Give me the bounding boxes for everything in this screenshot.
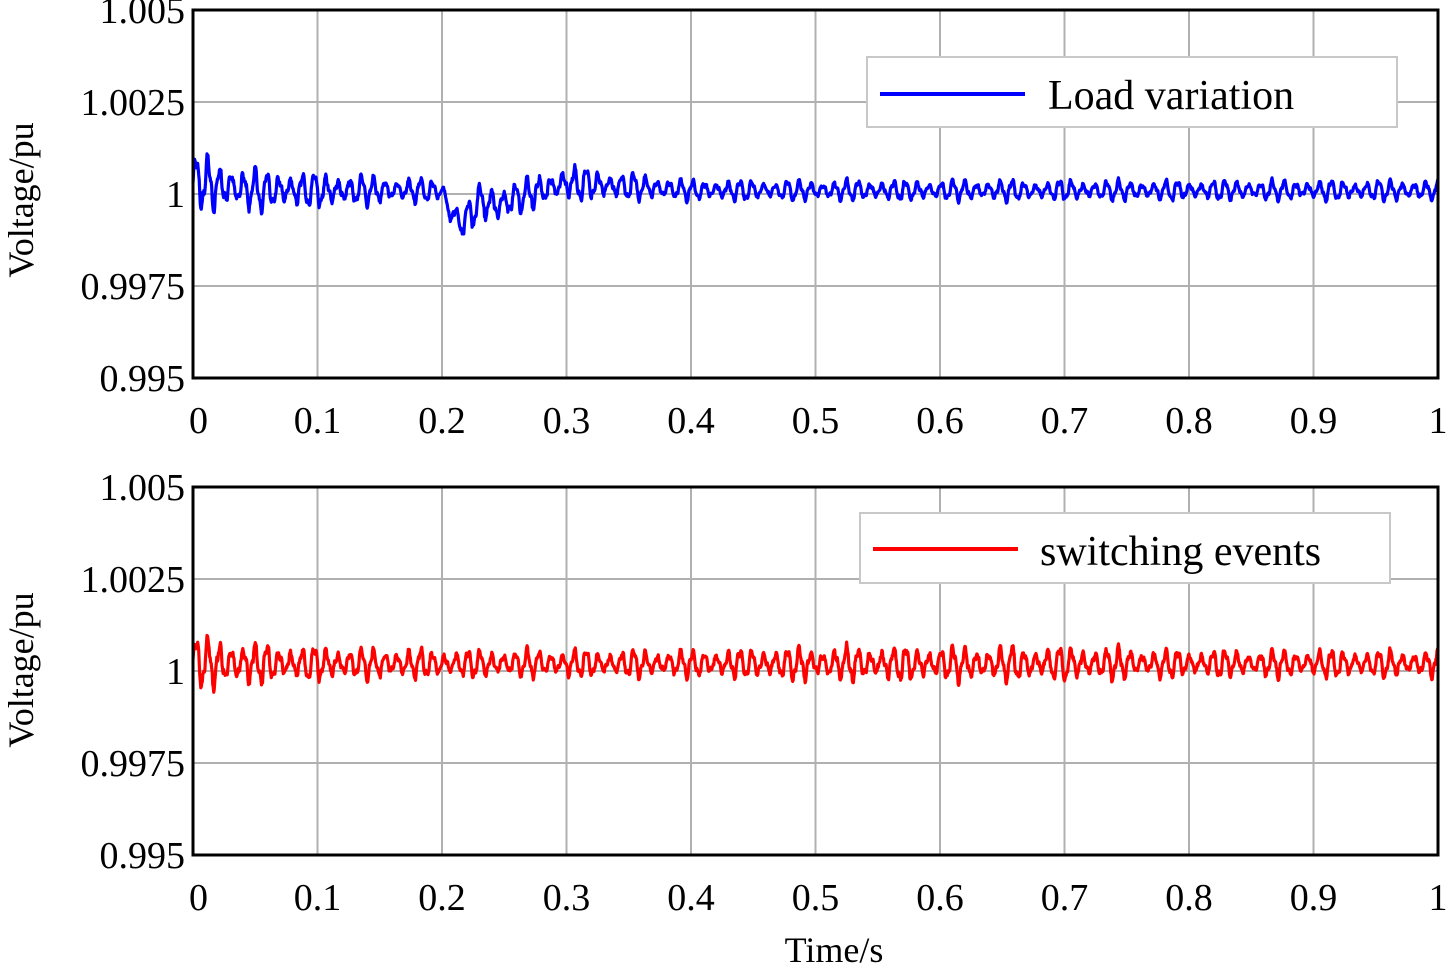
x-tick-label: 0.8	[1165, 400, 1213, 442]
x-tick-label: 0.7	[1041, 877, 1089, 919]
x-tick-label: 0.4	[667, 877, 715, 919]
x-tick-labels-top: 0 0.1 0.2 0.3 0.4 0.5 0.6 0.7 0.8 0.9 1	[189, 400, 1448, 442]
x-tick-label: 0.5	[792, 400, 840, 442]
y-tick-label: 1	[166, 174, 185, 216]
y-tick-label: 0.995	[100, 835, 186, 877]
x-tick-label: 0.9	[1290, 400, 1338, 442]
y-tick-label: 1.005	[100, 0, 186, 32]
x-tick-label: 0.2	[418, 877, 466, 919]
y-tick-label: 1.0025	[81, 82, 186, 124]
x-tick-label: 0.5	[792, 877, 840, 919]
y-tick-label: 1.005	[100, 467, 186, 509]
y-tick-label: 1.0025	[81, 559, 186, 601]
series-line-load-variation	[191, 152, 1440, 236]
x-tick-label: 0.9	[1290, 877, 1338, 919]
x-tick-label: 0.4	[667, 400, 715, 442]
legend-bottom: switching events	[859, 512, 1391, 584]
x-tick-label: 1	[1429, 400, 1448, 442]
x-tick-label: 0.3	[543, 400, 591, 442]
x-tick-label: 0	[189, 877, 208, 919]
series-line-switching-events	[191, 633, 1440, 694]
x-tick-label: 1	[1429, 877, 1448, 919]
y-tick-label: 0.9975	[81, 266, 186, 308]
y-tick-labels-top: 0.995 0.9975 1 1.0025 1.005	[81, 0, 186, 400]
x-tick-label: 0.1	[294, 400, 342, 442]
x-axis-label: Time/s	[785, 930, 884, 969]
chart-panel-top: 0.995 0.9975 1 1.0025 1.005 0 0.1 0.2 0.3 0.4 0.5…	[1, 0, 1448, 442]
y-axis-label-top: Voltage/pu	[1, 122, 41, 277]
y-axis-label-bottom: Voltage/pu	[1, 592, 41, 747]
y-tick-label: 0.9975	[81, 743, 186, 785]
y-tick-label: 1	[166, 651, 185, 693]
x-tick-label: 0	[189, 400, 208, 442]
y-tick-label: 0.995	[100, 358, 186, 400]
x-tick-label: 0.2	[418, 400, 466, 442]
plot-frame-bottom	[191, 485, 1440, 857]
chart-panel-bottom: 0.995 0.9975 1 1.0025 1.005 0 0.1 0.2 0.3 0.4 0.5…	[1, 467, 1448, 969]
x-tick-label: 0.6	[916, 400, 964, 442]
legend-label-load-variation: Load variation	[1048, 73, 1294, 119]
x-tick-label: 0.8	[1165, 877, 1213, 919]
x-tick-label: 0.1	[294, 877, 342, 919]
x-tick-label: 0.7	[1041, 400, 1089, 442]
y-tick-labels-bottom: 0.995 0.9975 1 1.0025 1.005	[81, 467, 186, 877]
x-tick-labels-bottom: 0 0.1 0.2 0.3 0.4 0.5 0.6 0.7 0.8 0.9 1	[189, 877, 1448, 919]
plot-frame-top	[191, 8, 1440, 380]
legend-label-switching-events: switching events	[1040, 529, 1321, 575]
x-tick-label: 0.3	[543, 877, 591, 919]
x-tick-label: 0.6	[916, 877, 964, 919]
legend-top: Load variation	[866, 56, 1398, 128]
